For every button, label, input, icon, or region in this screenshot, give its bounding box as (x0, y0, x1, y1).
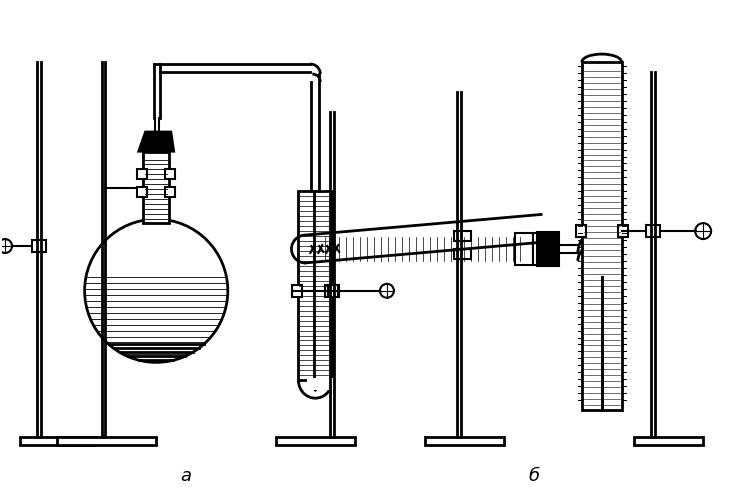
Bar (425, 437, 504, 445)
Bar (165, 188, 175, 198)
Circle shape (85, 220, 228, 363)
Bar (307, 379, 341, 390)
Bar (138, 188, 147, 198)
Bar (165, 170, 175, 180)
Bar (138, 170, 147, 180)
Bar (646, 225, 660, 237)
Polygon shape (138, 132, 174, 152)
Bar (537, 232, 559, 267)
Bar (453, 231, 471, 241)
Bar (298, 192, 316, 381)
Bar (292, 285, 302, 297)
Bar (618, 225, 628, 237)
Bar (533, 233, 537, 266)
Bar (515, 233, 533, 266)
Bar (576, 225, 586, 237)
Bar (32, 240, 46, 253)
Circle shape (695, 224, 711, 239)
Bar (325, 285, 339, 297)
Bar (144, 152, 169, 224)
Text: б: б (529, 466, 539, 484)
Bar (20, 437, 94, 445)
Bar (314, 192, 332, 381)
Bar (582, 63, 622, 410)
Bar (275, 437, 355, 445)
Text: a: a (180, 466, 191, 484)
Circle shape (380, 284, 394, 298)
Bar (634, 437, 703, 445)
Bar (328, 285, 338, 297)
Bar (453, 249, 471, 260)
Bar (57, 437, 156, 445)
Circle shape (0, 239, 12, 254)
